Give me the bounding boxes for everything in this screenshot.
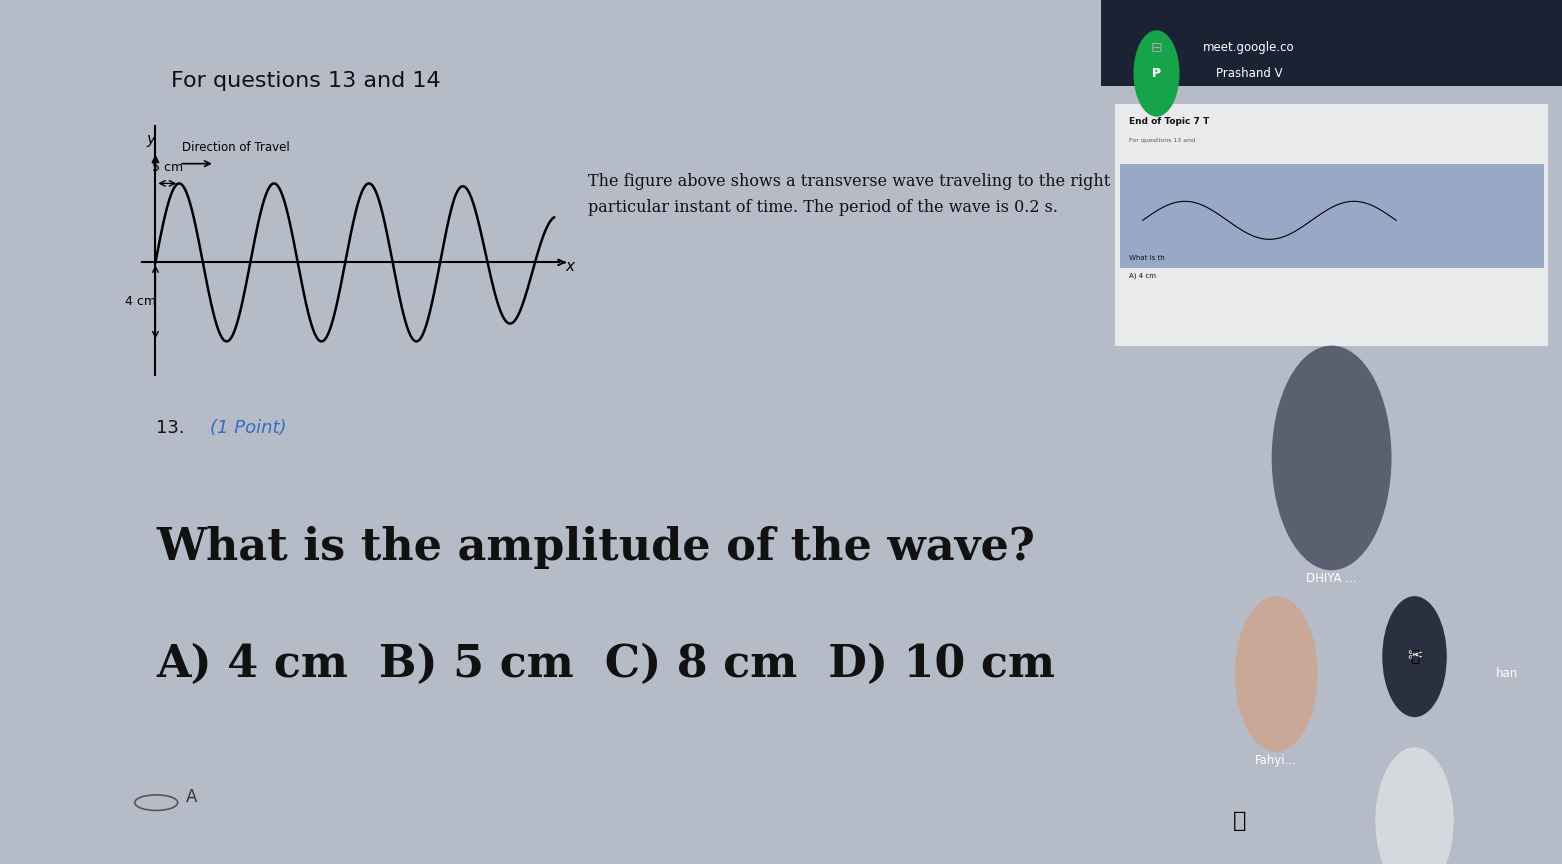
Text: ✂: ✂ [1407,648,1421,665]
Text: A) 4 cm: A) 4 cm [1129,272,1156,279]
Text: ⊟: ⊟ [1151,41,1162,54]
Text: 🔇: 🔇 [1410,649,1420,664]
Text: Prashand V: Prashand V [1217,67,1282,80]
Circle shape [1382,596,1446,717]
Text: y: y [147,132,155,148]
Text: DHIYA ...: DHIYA ... [1306,572,1357,586]
Text: (1 Point): (1 Point) [209,420,286,437]
Text: x: x [565,259,575,274]
Text: For questions 13 and 14: For questions 13 and 14 [170,71,440,91]
Circle shape [1271,346,1392,570]
Text: 🎤: 🎤 [1232,810,1246,831]
Text: P: P [1153,68,1161,79]
Text: What is th: What is th [1129,255,1165,261]
Text: meet.google.co: meet.google.co [1203,41,1295,54]
Circle shape [1376,747,1454,864]
Text: 5 cm: 5 cm [152,161,183,174]
Text: A) 4 cm  B) 5 cm  C) 8 cm  D) 10 cm: A) 4 cm B) 5 cm C) 8 cm D) 10 cm [156,643,1056,686]
Text: What is the amplitude of the wave?: What is the amplitude of the wave? [156,526,1036,569]
Circle shape [1236,596,1318,752]
Text: End of Topic 7 T: End of Topic 7 T [1129,117,1209,125]
Text: Fahyi...: Fahyi... [1256,753,1298,767]
Text: Direction of Travel: Direction of Travel [181,141,289,154]
Text: 4 cm: 4 cm [125,295,156,308]
Text: For questions 13 and: For questions 13 and [1129,138,1195,143]
Text: The figure above shows a transverse wave traveling to the right at a
particular : The figure above shows a transverse wave… [587,173,1145,216]
Text: P: P [1151,67,1161,80]
Text: A: A [186,788,197,806]
Circle shape [1134,30,1179,117]
Text: han: han [1495,667,1518,681]
Text: 13.: 13. [156,420,184,437]
